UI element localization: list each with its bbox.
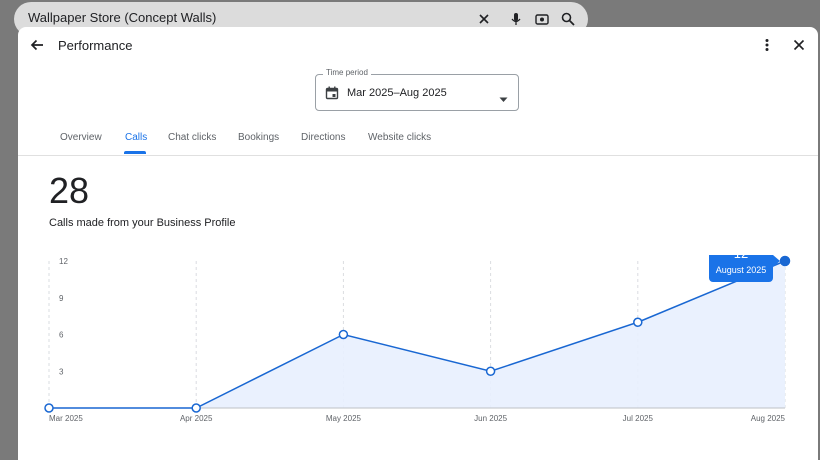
x-tick-label: Jun 2025 — [474, 414, 507, 423]
data-point — [633, 317, 643, 327]
x-tick-label: Aug 2025 — [751, 414, 786, 423]
tooltip-label: August 2025 — [716, 265, 767, 275]
y-tick-label: 3 — [59, 367, 64, 376]
x-tick-label: Mar 2025 — [49, 414, 83, 423]
y-tick-label: 9 — [59, 294, 64, 303]
dropdown-arrow-icon — [499, 90, 508, 108]
tab-calls[interactable]: Calls — [125, 132, 148, 143]
dialog-title: Performance — [58, 38, 133, 53]
time-period-value: Mar 2025–Aug 2025 — [347, 87, 447, 99]
x-tick-label: Jul 2025 — [623, 414, 654, 423]
performance-dialog: Performance Time period Mar 2025–Aug 202… — [18, 27, 818, 460]
microphone-icon — [508, 11, 524, 27]
data-point — [779, 255, 791, 267]
data-point — [485, 366, 496, 376]
more-vert-icon — [765, 39, 769, 51]
search-icon — [560, 11, 576, 27]
calendar-icon — [325, 86, 339, 105]
camera-search-icon — [534, 11, 550, 27]
background-search-query: Wallpaper Store (Concept Walls) — [28, 10, 217, 25]
tooltip-pointer — [773, 255, 780, 267]
more-options-button[interactable] — [756, 34, 778, 56]
close-icon — [793, 39, 805, 51]
tab-chat-clicks[interactable]: Chat clicks — [168, 132, 217, 143]
close-button[interactable] — [788, 34, 810, 56]
tab-overview[interactable]: Overview — [60, 132, 102, 143]
clear-icon — [476, 11, 492, 27]
calls-series-line — [49, 260, 786, 409]
data-point — [338, 329, 349, 340]
tab-directions[interactable]: Directions — [301, 132, 346, 143]
data-point — [191, 403, 201, 413]
y-tick-label: 12 — [59, 257, 68, 266]
time-period-label: Time period — [323, 68, 371, 77]
metric-tabs: Overview Calls Chat clicks Bookings Dire… — [18, 125, 818, 156]
x-tick-label: Apr 2025 — [180, 414, 213, 423]
x-tick-label: May 2025 — [326, 414, 362, 423]
total-calls-value: 28 — [49, 170, 90, 211]
tooltip-value: 12 — [734, 255, 748, 261]
back-arrow-icon — [30, 39, 43, 51]
tab-website-clicks[interactable]: Website clicks — [368, 132, 432, 143]
tooltip-box — [709, 255, 773, 282]
time-period-select[interactable]: Time period Mar 2025–Aug 2025 — [315, 68, 519, 111]
area-fill — [49, 261, 785, 408]
total-calls-label: Calls made from your Business Profile — [49, 217, 236, 229]
data-point — [44, 403, 54, 413]
y-tick-label: 6 — [59, 331, 64, 340]
back-button[interactable] — [26, 34, 48, 56]
tab-bookings[interactable]: Bookings — [238, 132, 280, 143]
active-tab-indicator — [124, 151, 146, 154]
calls-line-chart: 3 6 9 12 Mar 2025 Apr 2025 May 2025 Jun 2025 Jul… — [44, 255, 791, 423]
